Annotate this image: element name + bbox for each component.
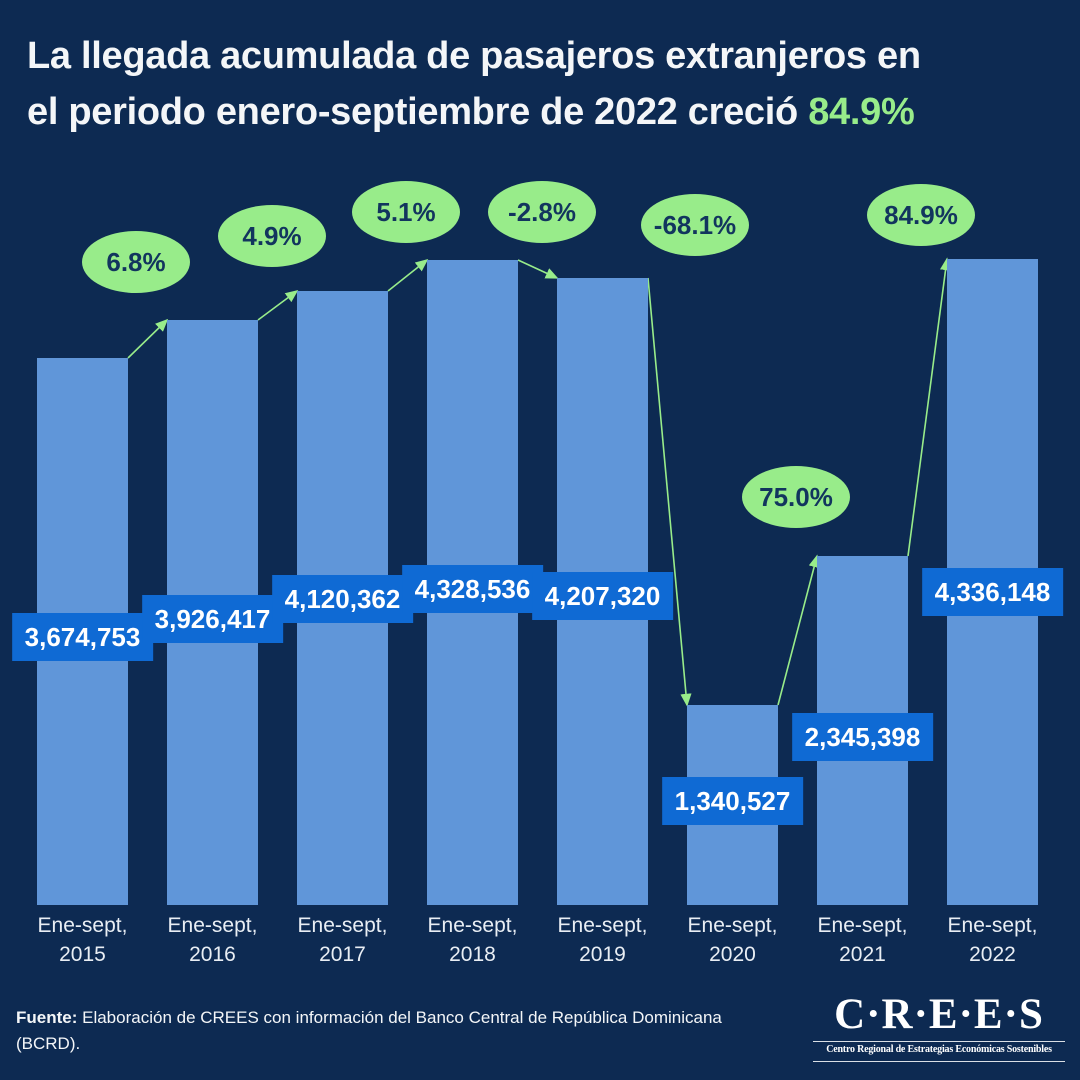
logo-divider-top <box>813 1041 1065 1042</box>
x-axis-label: Ene-sept, 2018 <box>427 914 518 966</box>
logo-divider-bottom <box>813 1061 1065 1062</box>
growth-arrow <box>517 259 559 279</box>
bar-value-label: 3,674,753 <box>11 613 154 661</box>
source-note: Fuente: Elaboración de CREES con informa… <box>16 1008 722 1053</box>
growth-bubble: -68.1% <box>641 194 749 256</box>
growth-bubble: 5.1% <box>352 181 460 243</box>
bar-value-label: 4,336,148 <box>921 568 1064 616</box>
title-line-2: el periodo enero-septiembre de 2022 crec… <box>27 91 915 133</box>
x-axis-label: Ene-sept, 2015 <box>37 914 128 966</box>
x-axis-label: Ene-sept, 2020 <box>687 914 778 966</box>
bar-value-label: 4,207,320 <box>531 572 674 620</box>
growth-arrow <box>257 290 299 321</box>
growth-arrow <box>127 318 169 359</box>
bar-value-label: 3,926,417 <box>141 595 284 643</box>
bar-value-label: 1,340,527 <box>661 777 804 825</box>
bar-value-label: 4,120,362 <box>271 575 414 623</box>
growth-arrow <box>907 257 952 557</box>
x-axis-label: Ene-sept, 2016 <box>167 914 258 966</box>
crees-logo: C·R·E·E·S Centro Regional de Estrategias… <box>813 992 1065 1062</box>
crees-wordmark: C·R·E·E·S <box>834 991 1044 1038</box>
growth-bubble: 84.9% <box>867 184 975 246</box>
growth-arrow <box>387 259 429 292</box>
growth-arrow <box>777 554 820 706</box>
bar-value-label: 4,328,536 <box>401 565 544 613</box>
page-title: La llegada acumulada de pasajeros extran… <box>27 28 1057 140</box>
growth-arrow <box>647 277 692 707</box>
growth-bubble: 6.8% <box>82 231 190 293</box>
title-line-1: La llegada acumulada de pasajeros extran… <box>27 35 921 77</box>
title-highlight: 84.9% <box>808 91 915 133</box>
growth-bubble: 75.0% <box>742 466 850 528</box>
x-axis-label: Ene-sept, 2019 <box>557 914 648 966</box>
growth-bubble: -2.8% <box>488 181 596 243</box>
x-axis-label: Ene-sept, 2022 <box>947 914 1038 966</box>
growth-bubble: 4.9% <box>218 205 326 267</box>
source-label: Fuente: <box>16 1008 78 1027</box>
x-axis-label: Ene-sept, 2021 <box>817 914 908 966</box>
bar-value-label: 2,345,398 <box>791 713 934 761</box>
x-axis-label: Ene-sept, 2017 <box>297 914 388 966</box>
crees-tagline: Centro Regional de Estrategias Económica… <box>826 1044 1052 1055</box>
